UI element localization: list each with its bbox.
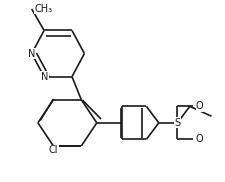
Text: N: N	[41, 72, 48, 82]
Text: Cl: Cl	[49, 145, 58, 155]
Text: N: N	[28, 49, 35, 59]
Text: CH₃: CH₃	[35, 4, 53, 14]
Text: O: O	[196, 134, 204, 144]
Text: S: S	[174, 118, 180, 128]
Text: O: O	[196, 101, 204, 111]
